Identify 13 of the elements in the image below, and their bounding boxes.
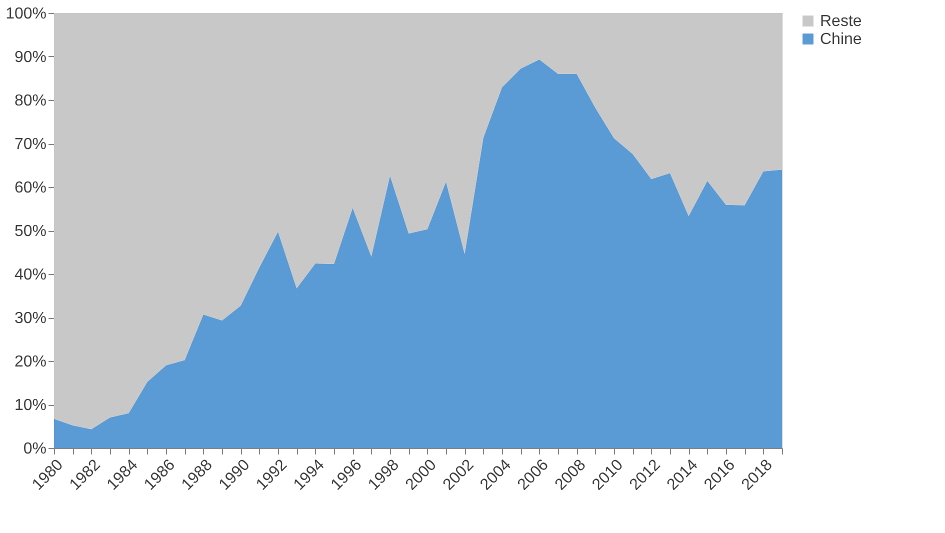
legend-label: Chine [820, 31, 862, 48]
y-tick-label: 80% [14, 92, 46, 110]
y-tick-label: 100% [6, 6, 46, 22]
y-tick-label: 40% [14, 266, 46, 284]
y-tick-label: 60% [14, 180, 46, 196]
y-tick-label: 70% [14, 136, 46, 153]
y-tick-label: 90% [14, 49, 46, 66]
y-tick-label: 50% [14, 223, 46, 240]
y-tick-label: 0% [23, 440, 46, 458]
y-tick-label: 10% [14, 397, 46, 414]
y-tick-label: 20% [14, 354, 46, 370]
y-tick-label: 30% [14, 310, 46, 327]
legend-label: Reste [820, 13, 862, 30]
